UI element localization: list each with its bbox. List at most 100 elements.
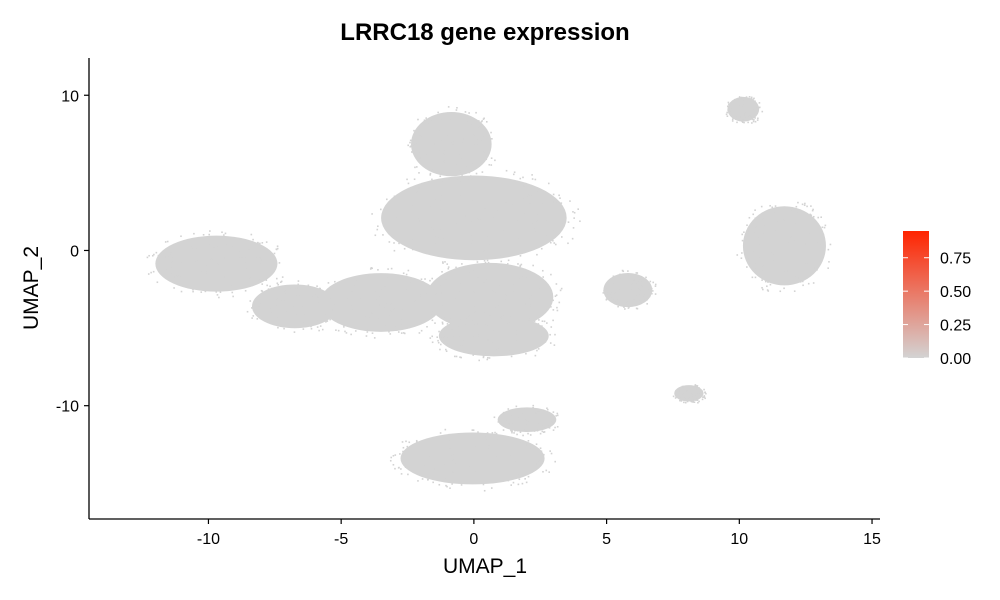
cell-point — [366, 331, 369, 333]
cell-point — [527, 223, 529, 225]
cell-point — [520, 263, 523, 266]
cell-point — [447, 266, 450, 268]
cell-point — [428, 122, 431, 125]
cell-point — [321, 328, 324, 331]
cell-point — [377, 303, 380, 306]
cell-point — [782, 270, 785, 273]
cell-point — [429, 279, 431, 282]
cell-point — [442, 261, 444, 263]
cell-point — [516, 410, 519, 412]
cell-point — [459, 195, 462, 197]
cell-point — [259, 301, 262, 304]
cell-point — [528, 318, 531, 321]
cell-point — [486, 447, 489, 450]
cell-point — [772, 253, 774, 255]
cell-point — [494, 159, 496, 162]
cell-point — [797, 277, 799, 279]
cell-point — [244, 289, 247, 292]
cell-point — [542, 431, 545, 434]
cell-point — [750, 96, 753, 99]
cell-point — [654, 283, 657, 286]
cell-point — [516, 280, 519, 282]
colorbar-tick-label: 0.75 — [940, 251, 971, 268]
cell-point — [516, 433, 518, 436]
cell-point — [483, 281, 485, 284]
cell-point — [455, 149, 458, 152]
cell-point — [226, 242, 228, 245]
cell-point — [442, 330, 445, 333]
cell-point — [408, 207, 411, 210]
cell-point — [451, 483, 453, 485]
cell-point — [419, 191, 421, 194]
cell-point — [695, 390, 697, 393]
cell-point — [535, 443, 538, 446]
cell-point — [381, 277, 384, 280]
cell-point — [455, 323, 458, 326]
cluster-9 — [602, 269, 657, 310]
cell-point — [378, 294, 380, 297]
cell-point — [445, 273, 448, 276]
cell-point — [261, 290, 264, 293]
cell-point — [538, 319, 540, 321]
cell-point — [730, 108, 733, 111]
cell-point — [420, 278, 423, 281]
cell-point — [468, 466, 471, 468]
cell-point — [633, 299, 636, 302]
cell-point — [424, 464, 427, 466]
cell-point — [550, 452, 553, 455]
cell-point — [523, 242, 525, 244]
cell-point — [460, 180, 463, 183]
cell-point — [485, 225, 487, 227]
cell-point — [555, 283, 558, 285]
cell-point — [344, 312, 346, 315]
cell-point — [270, 270, 273, 272]
cell-point — [366, 327, 368, 330]
cell-point — [453, 134, 455, 136]
cell-point — [394, 324, 397, 327]
cell-point — [461, 148, 464, 151]
cell-point — [810, 205, 812, 207]
cell-point — [381, 288, 383, 291]
cell-point — [471, 169, 473, 172]
cell-point — [248, 276, 251, 279]
cell-point — [752, 120, 755, 123]
cell-point — [757, 117, 759, 120]
cell-point — [519, 255, 522, 257]
cell-point — [552, 309, 555, 311]
cell-point — [445, 484, 447, 487]
cell-point — [446, 342, 448, 344]
cell-point — [343, 324, 345, 327]
cell-point — [695, 388, 697, 391]
cell-point — [455, 355, 458, 358]
cell-point — [201, 270, 204, 273]
cell-point — [817, 232, 820, 234]
cell-point — [486, 432, 489, 434]
cell-point — [695, 385, 698, 387]
cell-point — [169, 251, 172, 253]
cell-point — [495, 293, 497, 296]
cell-point — [638, 289, 641, 292]
cell-point — [487, 339, 489, 341]
cell-point — [751, 118, 754, 121]
cell-point — [507, 408, 510, 410]
cell-point — [758, 102, 761, 104]
cell-point — [405, 287, 408, 289]
cluster-11 — [389, 428, 557, 492]
cell-point — [198, 279, 201, 282]
cell-point — [512, 320, 515, 323]
cell-point — [736, 121, 738, 124]
cell-point — [250, 233, 253, 236]
cell-point — [490, 164, 493, 166]
cell-point — [208, 233, 211, 236]
cell-point — [544, 226, 547, 228]
cell-point — [425, 117, 428, 119]
cell-point — [463, 215, 466, 217]
cell-point — [238, 251, 241, 254]
cell-point — [492, 217, 495, 219]
cell-point — [435, 158, 438, 160]
cell-point — [607, 282, 610, 284]
cell-point — [472, 305, 475, 307]
cell-point — [448, 178, 451, 180]
cell-point — [541, 269, 544, 272]
cell-point — [407, 473, 409, 476]
